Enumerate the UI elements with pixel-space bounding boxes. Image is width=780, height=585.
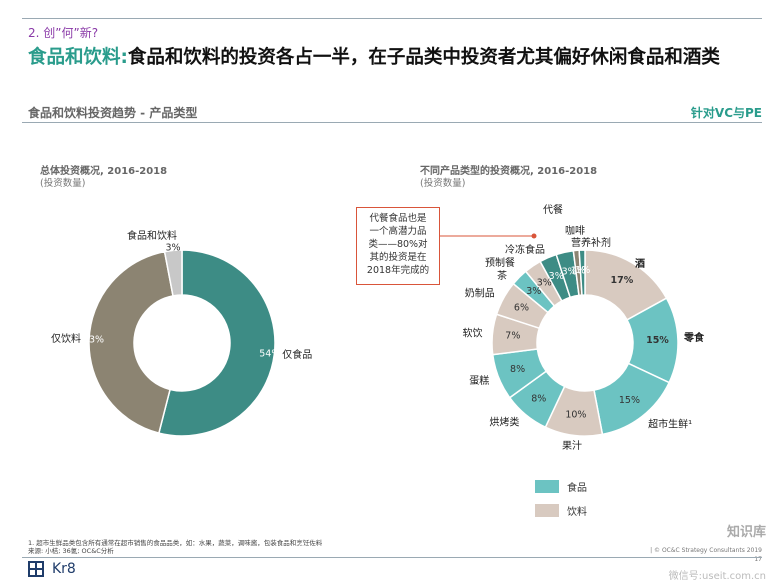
- right-chart-subtitle: (投资数量): [420, 178, 466, 189]
- callout-line: 2018年完成的: [366, 265, 430, 276]
- copyright: | © OC&C Strategy Consultants 2019 17: [650, 546, 762, 564]
- slice-pct-label: 1%: [571, 265, 586, 276]
- callout-line: 代餐食品也是: [369, 213, 427, 224]
- slice-pct-label: 10%: [565, 409, 586, 420]
- callout-line: 其的投资是在: [369, 252, 427, 263]
- right-chart-title: 不同产品类型的投资概况, 2016-2018: [420, 166, 598, 177]
- slice-pct-label: 17%: [611, 275, 634, 286]
- category-label: 超市生鲜¹: [648, 417, 692, 430]
- category-label: 仅饮料: [51, 332, 81, 345]
- left-chart-subtitle: (投资数量): [40, 178, 86, 189]
- mid-rule: [22, 122, 762, 123]
- logo: Kr8: [28, 561, 76, 577]
- section-label: 2. 创”何”新?: [28, 26, 99, 40]
- logo-text: Kr8: [52, 561, 76, 577]
- donut-slice: [88, 250, 174, 434]
- slice-pct-label: 8%: [531, 393, 546, 404]
- callout-dot: [531, 233, 537, 239]
- category-label: 冷冻食品: [505, 243, 545, 256]
- donut-slice: [163, 249, 183, 297]
- headline-text: 食品和饮料的投资各占一半，在子品类中投资者尤其偏好休闲食品和酒类: [127, 47, 720, 68]
- slice-pct-label: 3%: [165, 242, 180, 253]
- watermark-account: 微信号:useit.com.cn: [668, 571, 766, 582]
- left-chart-title: 总体投资概况, 2016-2018: [40, 166, 168, 177]
- category-label: 果汁: [562, 439, 582, 452]
- category-label: 仅食品: [282, 348, 312, 361]
- callout-line: 类——80%对: [368, 239, 428, 250]
- slice-pct-label: 1%: [575, 265, 590, 276]
- category-label: 蛋糕: [469, 374, 489, 387]
- slice-pct-label: 3%: [562, 267, 577, 278]
- category-label: 软饮: [462, 326, 482, 339]
- slice-pct-label: 3%: [537, 278, 552, 289]
- legend-swatch-food: [535, 479, 559, 493]
- footnote-line: 1. 超市生鲜品类包含所有通常在超市销售的食品品类，如：水果，蔬菜，调味酱，包装…: [28, 539, 323, 547]
- page-subtitle: 食品和饮料投资趋势 - 产品类型: [28, 106, 198, 120]
- legend-swatch-beverage: [535, 503, 559, 517]
- category-label: 代餐: [543, 203, 563, 216]
- category-label: 咖啡: [565, 225, 585, 237]
- category-label: 茶: [497, 269, 507, 282]
- legend-label-food: 食品: [567, 482, 587, 494]
- category-label: 零食: [683, 331, 705, 344]
- legend-item-food: 食品: [535, 474, 587, 498]
- category-label: 烘烤类: [489, 415, 519, 428]
- legend-label-beverage: 饮料: [567, 506, 587, 518]
- slice-pct-label: 7%: [505, 331, 520, 342]
- copyright-text: | © OC&C Strategy Consultants 2019: [650, 547, 762, 554]
- logo-icon: [28, 561, 44, 577]
- callout-line: 一个高潜力品: [369, 226, 427, 237]
- category-label: 预制餐: [485, 256, 515, 269]
- slice-pct-label: 6%: [514, 303, 529, 314]
- slice-pct-label: 8%: [510, 364, 525, 375]
- footnote: 1. 超市生鲜品类包含所有通常在超市销售的食品品类，如：水果，蔬菜，调味酱，包装…: [28, 539, 322, 555]
- category-label: 营养补剂: [571, 236, 611, 249]
- slice-pct-label: 43%: [83, 335, 104, 346]
- headline: 食品和饮料:食品和饮料的投资各占一半，在子品类中投资者尤其偏好休闲食品和酒类: [28, 46, 768, 69]
- bottom-rule: [22, 557, 762, 558]
- scope-tag: 针对VC与PE: [690, 106, 762, 120]
- legend-item-beverage: 饮料: [535, 498, 587, 522]
- category-label: 酒: [635, 257, 645, 270]
- headline-accent: 食品和饮料:: [28, 47, 128, 68]
- slice-pct-label: 15%: [646, 335, 669, 346]
- slice-pct-label: 3%: [549, 271, 564, 282]
- legend: 食品 饮料: [535, 474, 587, 522]
- category-label: 奶制品: [465, 286, 495, 299]
- donut-slice: [157, 249, 276, 437]
- source-line: 来源: 小桔; 36氪; OC&C分析: [28, 547, 114, 555]
- slice-pct-label: 15%: [619, 395, 640, 406]
- slice-pct-label: 54%: [259, 349, 280, 360]
- category-label: 食品和饮料: [127, 229, 177, 242]
- page-number: 17: [754, 556, 762, 563]
- donut-slice: [578, 249, 586, 296]
- slice-pct-label: 3%: [526, 286, 541, 297]
- top-rule: [22, 18, 762, 19]
- watermark: 知识库: [726, 525, 766, 540]
- callout-box: 代餐食品也是 一个高潜力品 类——80%对 其的投资是在 2018年完成的: [356, 207, 440, 285]
